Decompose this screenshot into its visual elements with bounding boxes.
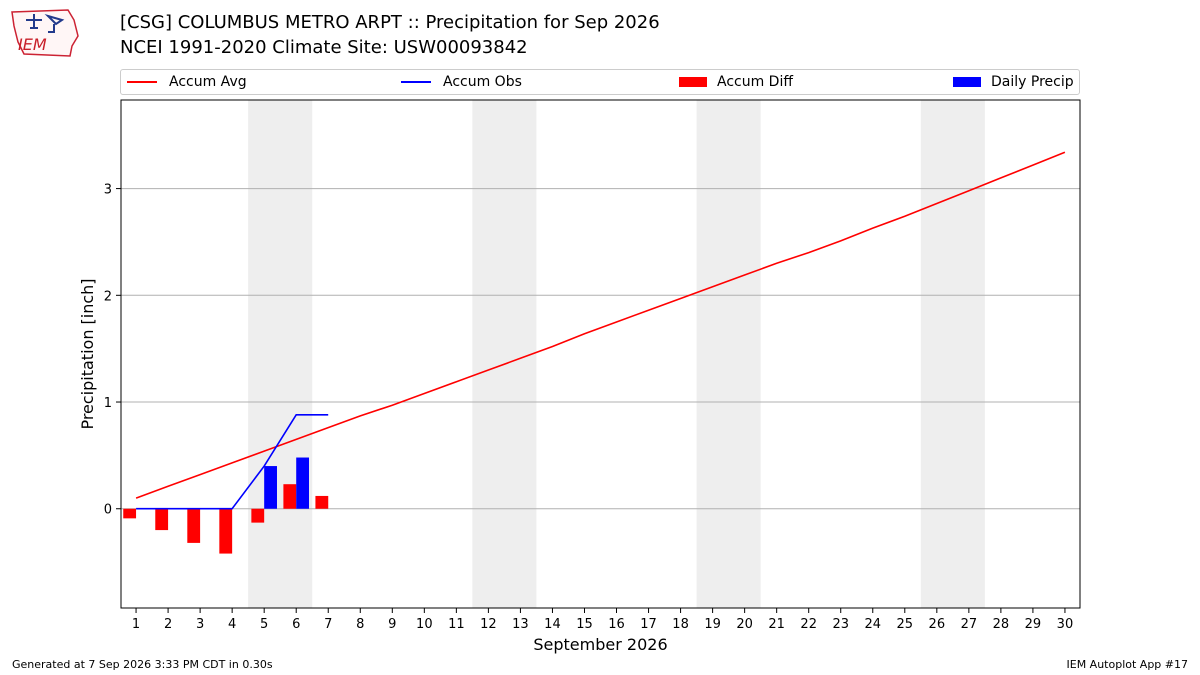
- legend-label: Daily Precip: [991, 74, 1074, 90]
- x-tick-label: 20: [736, 617, 753, 632]
- accum-diff-bar: [155, 508, 169, 531]
- legend-label: Accum Avg: [169, 74, 247, 90]
- y-axis-label: Precipitation [inch]: [78, 278, 97, 429]
- accum-diff-bar: [315, 495, 329, 509]
- footer-generated: Generated at 7 Sep 2026 3:33 PM CDT in 0…: [12, 658, 273, 671]
- x-tick-label: 27: [961, 617, 978, 632]
- x-tick-label: 18: [672, 617, 689, 632]
- daily-precip-bar: [296, 457, 310, 509]
- x-tick-label: 24: [864, 617, 881, 632]
- legend-item-daily-precip: Daily Precip: [953, 70, 1074, 94]
- accum-diff-bar: [187, 508, 201, 543]
- iem-logo-icon: IEM: [11, 9, 79, 57]
- weekend-shade: [248, 100, 313, 608]
- iem-logo: IEM: [8, 6, 80, 58]
- x-tick-label: 15: [576, 617, 593, 632]
- daily-precip-bar: [264, 466, 277, 509]
- x-tick-label: 28: [993, 617, 1010, 632]
- x-tick-label: 5: [260, 617, 268, 632]
- legend-label: Accum Obs: [443, 74, 522, 90]
- legend-swatch: [401, 81, 431, 83]
- x-tick-label: 17: [640, 617, 657, 632]
- y-tick-label: 2: [104, 289, 112, 304]
- x-tick-label: 26: [929, 617, 946, 632]
- x-tick-label: 9: [388, 617, 396, 632]
- legend-swatch: [953, 77, 981, 87]
- y-tick-label: 0: [104, 503, 112, 518]
- x-axis-label: September 2026: [533, 635, 667, 654]
- x-tick-label: 13: [512, 617, 529, 632]
- accum-diff-bar: [283, 484, 297, 509]
- accum-avg-line: [135, 151, 1066, 499]
- x-tick-label: 1: [132, 617, 140, 632]
- x-tick-label: 19: [704, 617, 721, 632]
- legend: Accum Avg Accum Obs Accum Diff Daily Pre…: [120, 69, 1080, 95]
- weekend-shade: [472, 100, 537, 608]
- x-tick-label: 2: [164, 617, 172, 632]
- x-tick-label: 30: [1057, 617, 1074, 632]
- accum-diff-bar: [123, 508, 137, 519]
- legend-item-accum-avg: Accum Avg: [127, 70, 247, 94]
- x-tick-label: 21: [768, 617, 785, 632]
- x-tick-label: 23: [832, 617, 849, 632]
- legend-item-accum-obs: Accum Obs: [401, 70, 522, 94]
- logo-text: IEM: [18, 35, 47, 54]
- x-tick-label: 8: [356, 617, 364, 632]
- legend-swatch: [679, 77, 707, 87]
- x-tick-label: 4: [228, 617, 236, 632]
- legend-item-accum-diff: Accum Diff: [679, 70, 793, 94]
- x-tick-label: 11: [448, 617, 465, 632]
- accum-obs-line: [136, 413, 329, 510]
- y-tick-label: 3: [104, 183, 112, 198]
- chart-subtitle: NCEI 1991-2020 Climate Site: USW00093842: [120, 37, 528, 58]
- chart-title: [CSG] COLUMBUS METRO ARPT :: Precipitati…: [120, 12, 660, 33]
- x-tick-label: 25: [897, 617, 914, 632]
- accum-diff-bar: [251, 508, 265, 523]
- x-tick-label: 7: [324, 617, 332, 632]
- x-tick-label: 3: [196, 617, 204, 632]
- weekend-shade: [696, 100, 761, 608]
- weekend-shade: [920, 100, 985, 608]
- x-tick-label: 16: [608, 617, 625, 632]
- x-tick-label: 10: [416, 617, 433, 632]
- legend-swatch: [127, 81, 157, 83]
- x-tick-label: 12: [480, 617, 497, 632]
- legend-label: Accum Diff: [717, 74, 794, 90]
- x-tick-label: 29: [1025, 617, 1042, 632]
- accum-diff-bar: [219, 508, 233, 554]
- footer-app-id: IEM Autoplot App #17: [1066, 658, 1189, 671]
- plot-frame: [120, 99, 1081, 609]
- x-tick-label: 22: [800, 617, 817, 632]
- x-tick-label: 6: [292, 617, 300, 632]
- y-tick-label: 1: [104, 396, 112, 411]
- x-tick-label: 14: [544, 617, 561, 632]
